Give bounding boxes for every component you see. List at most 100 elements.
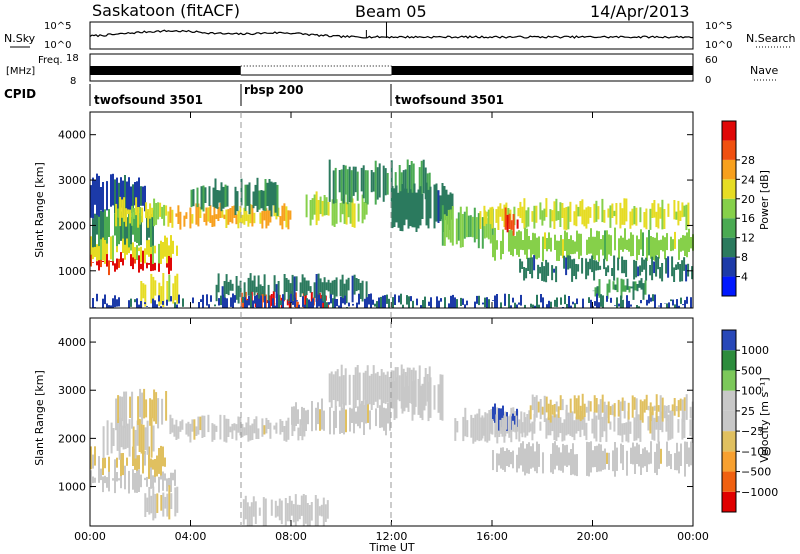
- range-time-cell: [232, 293, 234, 308]
- range-time-cell: [231, 206, 234, 224]
- range-time-cell: [579, 201, 582, 217]
- range-time-cell: [569, 398, 572, 413]
- range-time-cell: [628, 238, 630, 252]
- range-time-cell: [564, 445, 566, 466]
- range-time-cell: [148, 446, 150, 479]
- range-time-cell: [579, 405, 582, 422]
- range-time-cell: [340, 364, 343, 412]
- range-time-cell: [555, 414, 558, 441]
- range-time-cell: [363, 202, 366, 220]
- range-time-cell: [498, 453, 500, 466]
- range-time-cell: [154, 280, 157, 296]
- range-time-cell: [539, 202, 542, 220]
- range-time-cell: [401, 184, 404, 232]
- range-time-cell: [166, 299, 168, 306]
- range-time-cell: [639, 265, 642, 276]
- range-time-cell: [269, 422, 272, 439]
- range-time-cell: [226, 185, 229, 207]
- range-time-cell: [356, 302, 358, 308]
- range-time-cell: [603, 258, 606, 270]
- range-time-cell: [504, 207, 507, 230]
- range-time-cell: [94, 180, 96, 205]
- range-time-cell: [146, 211, 148, 241]
- range-time-cell: [690, 237, 692, 249]
- range-time-cell: [488, 299, 490, 308]
- range-time-cell: [500, 240, 502, 260]
- range-time-cell: [218, 190, 221, 203]
- range-time-cell: [315, 407, 317, 431]
- range-time-cell: [100, 468, 102, 481]
- range-time-cell: [98, 175, 100, 217]
- freq-strip: [90, 65, 693, 76]
- range-time-cell: [653, 405, 656, 411]
- range-time-cell: [321, 200, 324, 217]
- range-time-cell: [145, 399, 148, 418]
- range-time-cell: [166, 478, 168, 492]
- range-time-cell: [642, 232, 644, 256]
- range-time-cell: [672, 299, 674, 306]
- range-time-cell: [336, 299, 338, 307]
- range-time-cell: [587, 261, 590, 276]
- range-time-cell: [595, 260, 598, 271]
- range-time-cell: [408, 367, 411, 403]
- range-time-cell: [114, 295, 116, 308]
- range-time-cell: [92, 177, 94, 219]
- range-time-cell: [227, 209, 230, 225]
- range-time-cell: [536, 294, 538, 308]
- range-time-cell: [525, 267, 528, 279]
- range-time-cell: [549, 209, 552, 228]
- range-time-cell: [140, 215, 142, 246]
- range-time-cell: [622, 279, 625, 292]
- range-time-cell: [315, 274, 318, 302]
- range-time-cell: [256, 294, 258, 308]
- range-time-cell: [646, 450, 648, 472]
- cpid-segment-1: twofsound 3501: [94, 93, 203, 107]
- range-time-cell: [577, 409, 580, 432]
- range-time-cell: [411, 192, 414, 228]
- range-time-cell: [100, 238, 102, 260]
- range-time-cell: [554, 299, 556, 307]
- range-time-cell: [496, 453, 498, 472]
- range-time-cell: [275, 422, 278, 434]
- range-time-cell: [539, 399, 542, 420]
- range-time-cell: [368, 375, 371, 405]
- range-time-cell: [96, 206, 98, 235]
- range-time-cell: [574, 454, 576, 476]
- range-time-cell: [650, 441, 652, 464]
- range-time-cell: [207, 207, 210, 222]
- range-time-cell: [110, 305, 112, 308]
- range-time-cell: [332, 374, 335, 400]
- range-time-cell: [223, 214, 226, 220]
- range-time-cell: [549, 399, 552, 423]
- range-time-cell: [207, 414, 210, 433]
- range-time-cell: [523, 412, 526, 433]
- range-time-cell: [100, 210, 102, 240]
- range-time-cell: [529, 405, 532, 420]
- range-time-cell: [292, 504, 295, 523]
- range-time-cell: [372, 365, 375, 405]
- range-time-cell: [365, 281, 368, 303]
- range-time-cell: [678, 305, 680, 308]
- range-time-cell: [333, 279, 336, 300]
- range-time-cell: [340, 169, 343, 201]
- range-time-cell: [166, 237, 168, 264]
- range-time-cell: [424, 368, 427, 406]
- range-time-cell: [409, 189, 412, 227]
- range-time-cell: [342, 298, 344, 304]
- range-time-cell: [382, 372, 385, 404]
- range-time-cell: [138, 247, 140, 252]
- range-time-cell: [168, 256, 170, 275]
- range-time-cell: [454, 418, 457, 441]
- range-time-cell: [412, 163, 415, 203]
- range-time-cell: [643, 212, 646, 228]
- range-time-cell: [436, 296, 438, 308]
- range-time-cell: [616, 277, 619, 293]
- range-time-cell: [626, 278, 629, 290]
- range-time-cell: [366, 297, 368, 308]
- range-time-cell: [691, 266, 694, 280]
- range-time-cell: [261, 211, 264, 229]
- range-time-cell: [114, 473, 116, 494]
- range-time-cell: [310, 292, 313, 304]
- range-time-cell: [225, 209, 228, 228]
- range-time-cell: [160, 240, 162, 264]
